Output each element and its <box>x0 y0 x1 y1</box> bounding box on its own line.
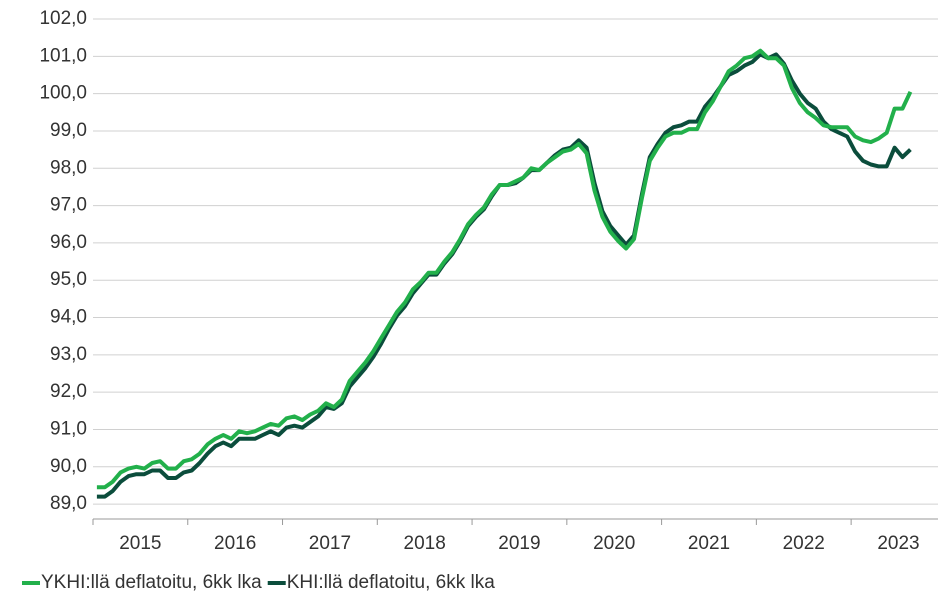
y-tick-label: 101,0 <box>39 45 87 66</box>
y-tick-label: 98,0 <box>50 157 87 178</box>
x-tick-label: 2018 <box>404 533 446 554</box>
y-tick-label: 92,0 <box>50 381 87 402</box>
y-tick-label: 94,0 <box>50 307 87 328</box>
y-tick-label: 96,0 <box>50 232 87 253</box>
y-tick-label: 90,0 <box>50 456 87 477</box>
y-tick-label: 91,0 <box>50 418 87 439</box>
x-tick-label: 2021 <box>688 533 730 554</box>
x-tick-label: 2019 <box>498 533 540 554</box>
y-tick-label: 99,0 <box>50 120 87 141</box>
series-line <box>96 52 912 499</box>
y-tick-label: 95,0 <box>50 269 87 290</box>
y-tick-label: 89,0 <box>50 493 87 514</box>
x-tick-label: 2015 <box>119 533 161 554</box>
x-tick-label: 2023 <box>877 533 919 554</box>
legend-label: YKHI:llä deflatoitu, 6kk lka <box>41 572 262 593</box>
legend-label: KHI:llä deflatoitu, 6kk lka <box>287 572 495 593</box>
y-tick-label: 100,0 <box>39 83 87 104</box>
y-tick-label: 97,0 <box>50 195 87 216</box>
series-line <box>96 48 913 490</box>
x-tick-label: 2016 <box>214 533 256 554</box>
x-tick-label: 2020 <box>593 533 635 554</box>
x-tick-label: 2022 <box>783 533 825 554</box>
x-tick-label: 2017 <box>309 533 351 554</box>
y-tick-label: 102,0 <box>39 8 87 29</box>
y-tick-label: 93,0 <box>50 344 87 365</box>
